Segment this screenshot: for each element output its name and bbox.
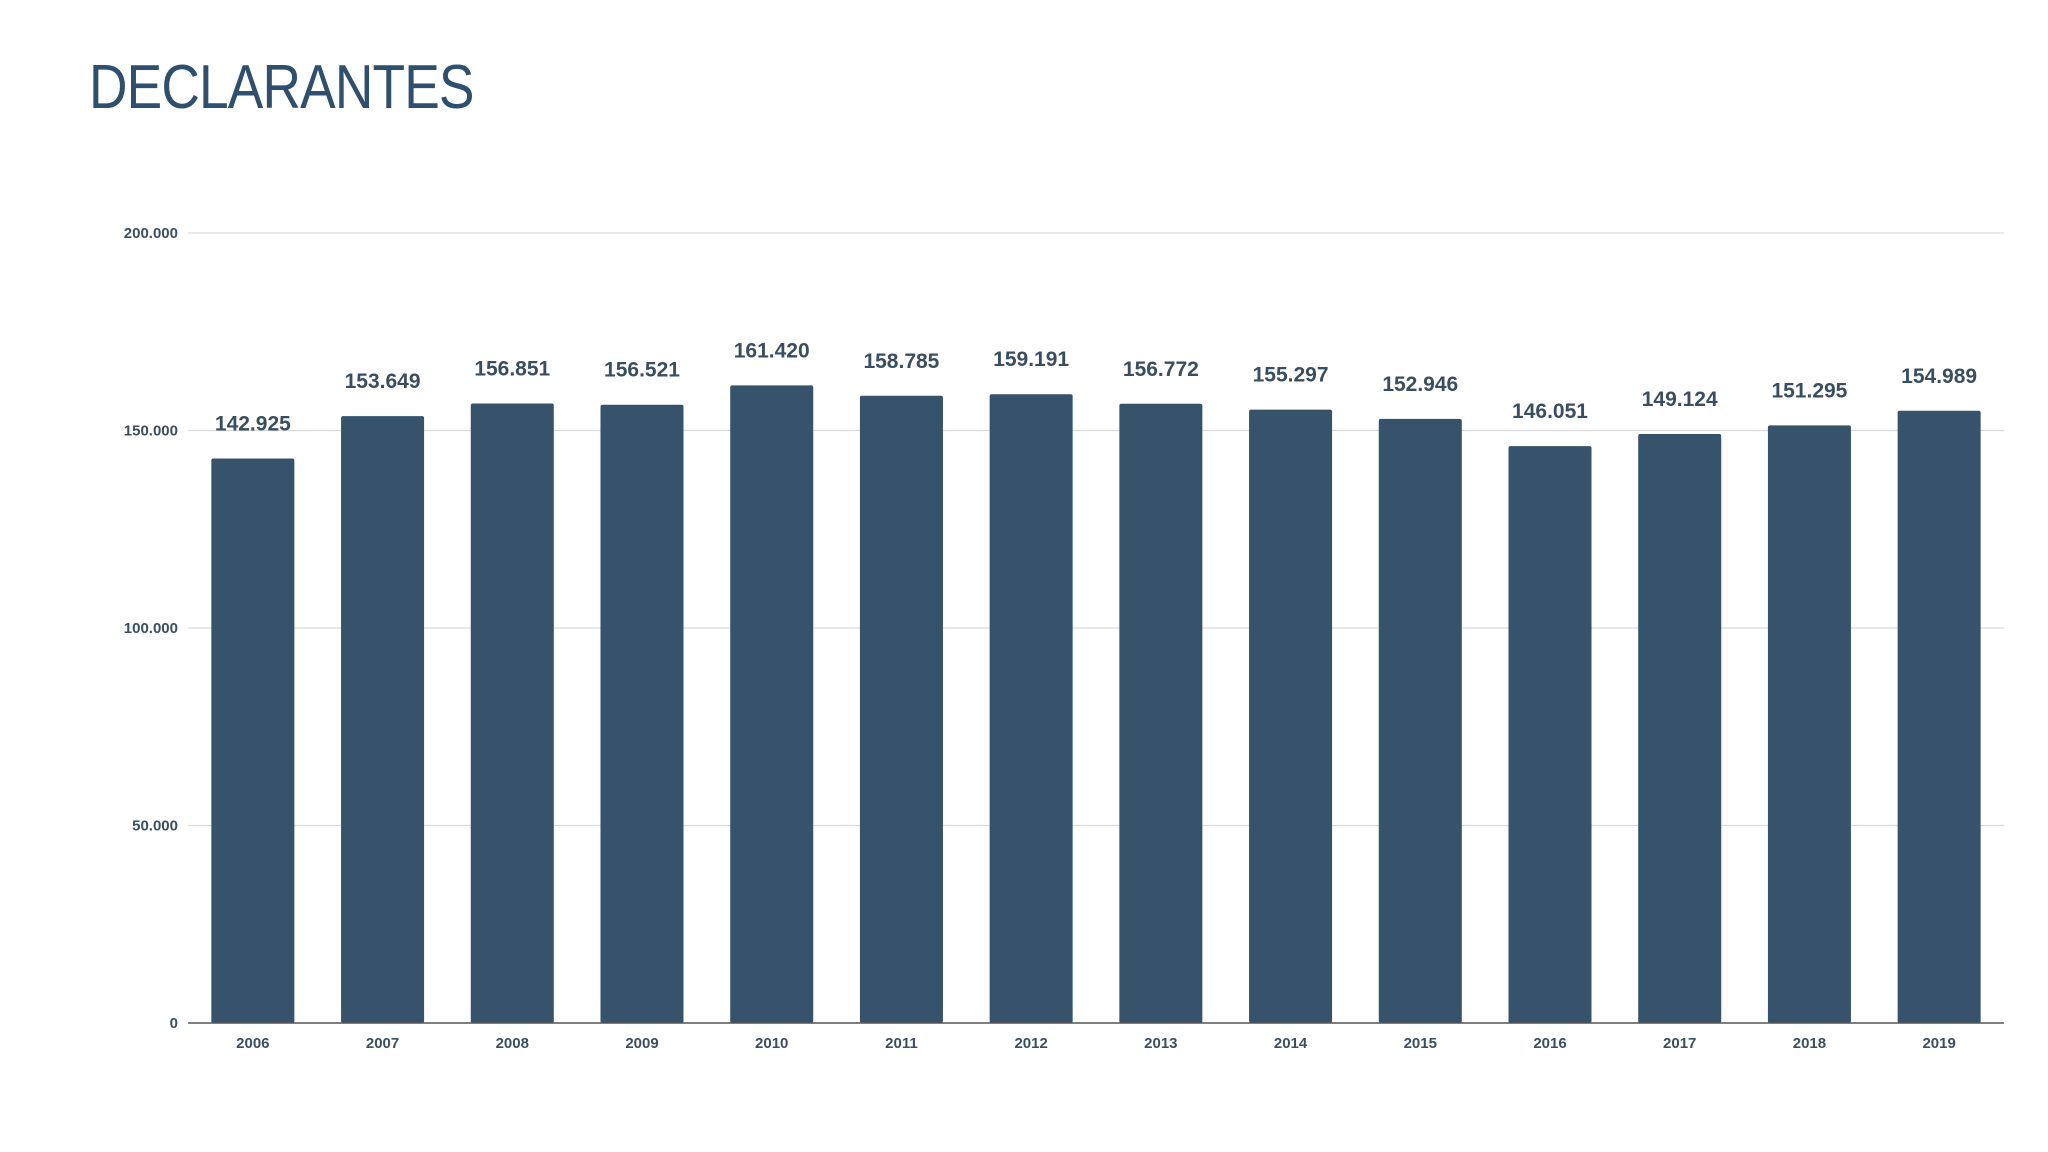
x-tick-label: 2018 — [1793, 1035, 1826, 1052]
x-tick-label: 2009 — [625, 1035, 658, 1052]
x-tick-label: 2011 — [885, 1035, 918, 1052]
data-label-2009: 156.521 — [604, 359, 680, 382]
bar-2011 — [859, 395, 943, 1023]
bar-2018 — [1767, 425, 1851, 1023]
bar-2017 — [1638, 433, 1722, 1023]
x-tick-label: 2008 — [496, 1035, 529, 1052]
y-tick-label: 100.000 — [124, 620, 178, 637]
x-tick-label: 2006 — [236, 1035, 269, 1052]
gridlines — [188, 232, 2004, 827]
bar-2014 — [1249, 409, 1333, 1023]
x-tick-label: 2016 — [1533, 1035, 1566, 1052]
data-label-2019: 154.989 — [1901, 365, 1977, 388]
data-label-2008: 156.851 — [474, 357, 550, 380]
data-label-2015: 152.946 — [1382, 373, 1458, 396]
bar-2012 — [989, 394, 1073, 1023]
data-label-2017: 149.124 — [1642, 388, 1718, 411]
data-label-2012: 159.191 — [993, 348, 1069, 371]
data-label-2007: 153.649 — [345, 370, 421, 393]
y-tick-label: 0 — [170, 1015, 178, 1032]
bar-2016 — [1508, 446, 1592, 1024]
y-axis-tick-labels: 0 50.000 100.000 150.000 200.000 — [124, 225, 178, 1032]
bar-2007 — [341, 416, 425, 1024]
bars — [211, 385, 1981, 1024]
x-tick-label: 2017 — [1663, 1035, 1696, 1052]
x-tick-label: 2015 — [1404, 1035, 1437, 1052]
x-tick-label: 2012 — [1014, 1035, 1047, 1052]
bar-2013 — [1119, 403, 1203, 1023]
y-tick-label: 150.000 — [124, 423, 178, 440]
bar-2006 — [211, 458, 295, 1023]
bar-2008 — [470, 403, 554, 1023]
y-tick-label: 200.000 — [124, 225, 178, 242]
data-label-2013: 156.772 — [1123, 358, 1199, 381]
data-label-2011: 158.785 — [863, 350, 939, 373]
data-label-2014: 155.297 — [1253, 364, 1329, 387]
bar-2010 — [730, 385, 814, 1023]
data-label-2018: 151.295 — [1771, 379, 1847, 402]
x-axis-tick-labels: 2006 2007 2008 2009 2010 2011 2012 2013 2014 2015… — [236, 1035, 1956, 1052]
x-tick-label: 2014 — [1274, 1035, 1308, 1052]
data-label-2010: 161.420 — [734, 339, 810, 362]
x-tick-label: 2019 — [1922, 1035, 1955, 1052]
page-title: DECLARANTES — [89, 53, 474, 122]
data-labels: 142.925 153.649 156.851 156.521 161.420 158.7… — [215, 339, 1977, 435]
bar-2009 — [600, 404, 684, 1023]
data-label-2016: 146.051 — [1512, 400, 1588, 423]
bar-2015 — [1378, 418, 1462, 1024]
bar-2019 — [1897, 410, 1981, 1023]
data-label-2006: 142.925 — [215, 412, 291, 435]
x-tick-label: 2010 — [755, 1035, 788, 1052]
x-tick-label: 2013 — [1144, 1035, 1177, 1052]
y-tick-label: 50.000 — [132, 818, 178, 835]
x-tick-label: 2007 — [366, 1035, 399, 1052]
